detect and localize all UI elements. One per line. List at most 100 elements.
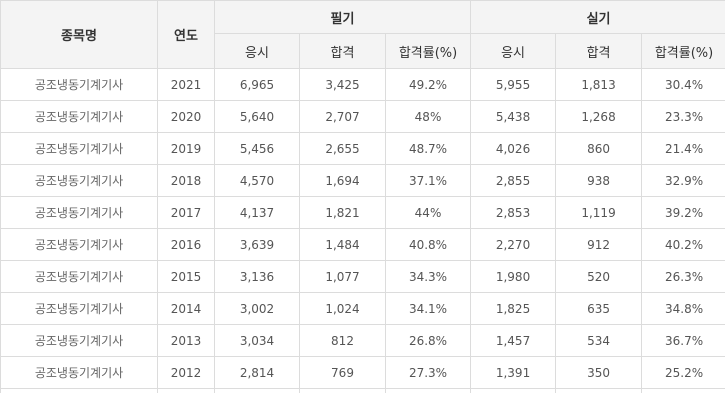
cell-written-passed: 812 xyxy=(299,324,386,357)
cell-year: 2013 xyxy=(157,324,215,357)
cell-written-applicants: 2,814 xyxy=(214,356,300,389)
cell-written-passed: 769 xyxy=(299,356,386,389)
cell-practical-pass-rate: 21.4% xyxy=(641,132,725,165)
cell-practical-applicants: 5,438 xyxy=(470,100,557,133)
header-written: 필기 xyxy=(213,0,472,34)
cell-written-applicants: 3,136 xyxy=(214,260,300,293)
cell-name: 공조냉동기계기사 xyxy=(0,68,158,101)
cell-practical-applicants: 1,980 xyxy=(470,260,557,293)
cell-year: 2018 xyxy=(157,164,215,197)
cell-practical-pass-rate: 40.2% xyxy=(641,228,725,261)
cell-practical-passed: 635 xyxy=(555,292,643,325)
cell-name: 공조냉동기계기사 xyxy=(0,164,158,197)
cell-written-applicants: 4,570 xyxy=(214,164,300,197)
table-row: 공조냉동기계기사 2017 4,137 1,821 44% 2,853 1,119 39.2% xyxy=(0,196,725,229)
cell-written-passed: 2,655 xyxy=(299,132,386,165)
cell-practical-applicants: 1,457 xyxy=(470,324,557,357)
cell-year: 2012 xyxy=(157,356,215,389)
cell-practical-applicants: 1,391 xyxy=(470,356,557,389)
cell-practical-applicants: 1,825 xyxy=(470,292,557,325)
cell-practical-pass-rate: 23.3% xyxy=(641,100,725,133)
cell-name: 공조냉동기계기사 xyxy=(0,356,158,389)
cell-name: 공조냉동기계기사 xyxy=(0,292,158,325)
cell-practical-passed: 520 xyxy=(555,260,643,293)
cell-written-applicants: 3,002 xyxy=(214,292,300,325)
cell-practical-passed: 912 xyxy=(555,228,643,261)
cell-year: 2014 xyxy=(157,292,215,325)
cell-written-passed: 2,707 xyxy=(299,100,386,133)
cell-empty xyxy=(470,388,557,393)
header-practical-pass-rate: 합격률(%) xyxy=(641,33,725,69)
cell-written-passed: 1,821 xyxy=(299,196,386,229)
cell-written-applicants: 5,640 xyxy=(214,100,300,133)
cell-written-passed: 1,694 xyxy=(299,164,386,197)
cell-empty xyxy=(641,388,725,393)
cell-practical-passed: 860 xyxy=(555,132,643,165)
cell-written-pass-rate: 48.7% xyxy=(384,132,472,165)
cell-written-passed: 3,425 xyxy=(299,68,386,101)
cell-written-applicants: 5,456 xyxy=(214,132,300,165)
cell-practical-passed: 938 xyxy=(555,164,643,197)
cell-written-passed: 1,024 xyxy=(299,292,386,325)
cell-empty xyxy=(555,388,643,393)
cell-practical-passed: 1,119 xyxy=(555,196,643,229)
cell-name: 공조냉동기계기사 xyxy=(0,196,158,229)
cell-empty xyxy=(299,388,386,393)
cell-practical-applicants: 2,855 xyxy=(470,164,557,197)
cell-written-pass-rate: 37.1% xyxy=(384,164,472,197)
cell-empty xyxy=(384,388,472,393)
header-practical: 실기 xyxy=(470,0,725,34)
cell-practical-applicants: 2,270 xyxy=(470,228,557,261)
cell-written-pass-rate: 34.3% xyxy=(384,260,472,293)
cell-written-pass-rate: 40.8% xyxy=(384,228,472,261)
header-practical-passed: 합격 xyxy=(555,33,643,69)
cell-empty xyxy=(0,388,158,393)
cell-name: 공조냉동기계기사 xyxy=(0,132,158,165)
table-row: 공조냉동기계기사 2021 6,965 3,425 49.2% 5,955 1,813 30.… xyxy=(0,68,725,101)
cell-practical-passed: 1,813 xyxy=(555,68,643,101)
table-row: 공조냉동기계기사 2016 3,639 1,484 40.8% 2,270 912 40.2% xyxy=(0,228,725,261)
header-name: 종목명 xyxy=(0,0,158,69)
cell-written-passed: 1,077 xyxy=(299,260,386,293)
table-row: 공조냉동기계기사 2012 2,814 769 27.3% 1,391 350 25.2% xyxy=(0,356,725,389)
cell-name: 공조냉동기계기사 xyxy=(0,100,158,133)
cell-practical-pass-rate: 34.8% xyxy=(641,292,725,325)
table-row: 공조냉동기계기사 2019 5,456 2,655 48.7% 4,026 860 21.4% xyxy=(0,132,725,165)
cell-year: 2020 xyxy=(157,100,215,133)
cell-written-passed: 1,484 xyxy=(299,228,386,261)
table-row: 공조냉동기계기사 2015 3,136 1,077 34.3% 1,980 520 26.3% xyxy=(0,260,725,293)
cell-year: 2021 xyxy=(157,68,215,101)
cell-written-applicants: 3,034 xyxy=(214,324,300,357)
table-row: 공조냉동기계기사 2020 5,640 2,707 48% 5,438 1,268 23.3% xyxy=(0,100,725,133)
cell-practical-pass-rate: 32.9% xyxy=(641,164,725,197)
cell-practical-pass-rate: 39.2% xyxy=(641,196,725,229)
cell-practical-pass-rate: 26.3% xyxy=(641,260,725,293)
table-row: 공조냉동기계기사 2014 3,002 1,024 34.1% 1,825 635 34.8% xyxy=(0,292,725,325)
cell-year: 2015 xyxy=(157,260,215,293)
cell-year: 2016 xyxy=(157,228,215,261)
cell-name: 공조냉동기계기사 xyxy=(0,228,158,261)
cell-practical-applicants: 2,853 xyxy=(470,196,557,229)
cell-empty xyxy=(214,388,300,393)
cell-practical-pass-rate: 25.2% xyxy=(641,356,725,389)
cell-written-pass-rate: 27.3% xyxy=(384,356,472,389)
header-written-pass-rate: 합격률(%) xyxy=(384,33,472,69)
table-row-partial xyxy=(0,388,725,393)
header-written-applicants: 응시 xyxy=(214,33,300,69)
table-header: 종목명 연도 필기 실기 응시 합격 합격률(%) 응시 합격 합격률(%) xyxy=(0,0,725,69)
cell-practical-passed: 534 xyxy=(555,324,643,357)
cell-written-pass-rate: 34.1% xyxy=(384,292,472,325)
cell-practical-applicants: 4,026 xyxy=(470,132,557,165)
cell-practical-pass-rate: 36.7% xyxy=(641,324,725,357)
cell-empty xyxy=(157,388,215,393)
cell-written-pass-rate: 49.2% xyxy=(384,68,472,101)
table-body: 공조냉동기계기사 2021 6,965 3,425 49.2% 5,955 1,813 30.… xyxy=(0,68,725,393)
cell-practical-pass-rate: 30.4% xyxy=(641,68,725,101)
cell-practical-applicants: 5,955 xyxy=(470,68,557,101)
cell-year: 2019 xyxy=(157,132,215,165)
cell-name: 공조냉동기계기사 xyxy=(0,260,158,293)
cell-practical-passed: 1,268 xyxy=(555,100,643,133)
cell-name: 공조냉동기계기사 xyxy=(0,324,158,357)
cell-practical-passed: 350 xyxy=(555,356,643,389)
